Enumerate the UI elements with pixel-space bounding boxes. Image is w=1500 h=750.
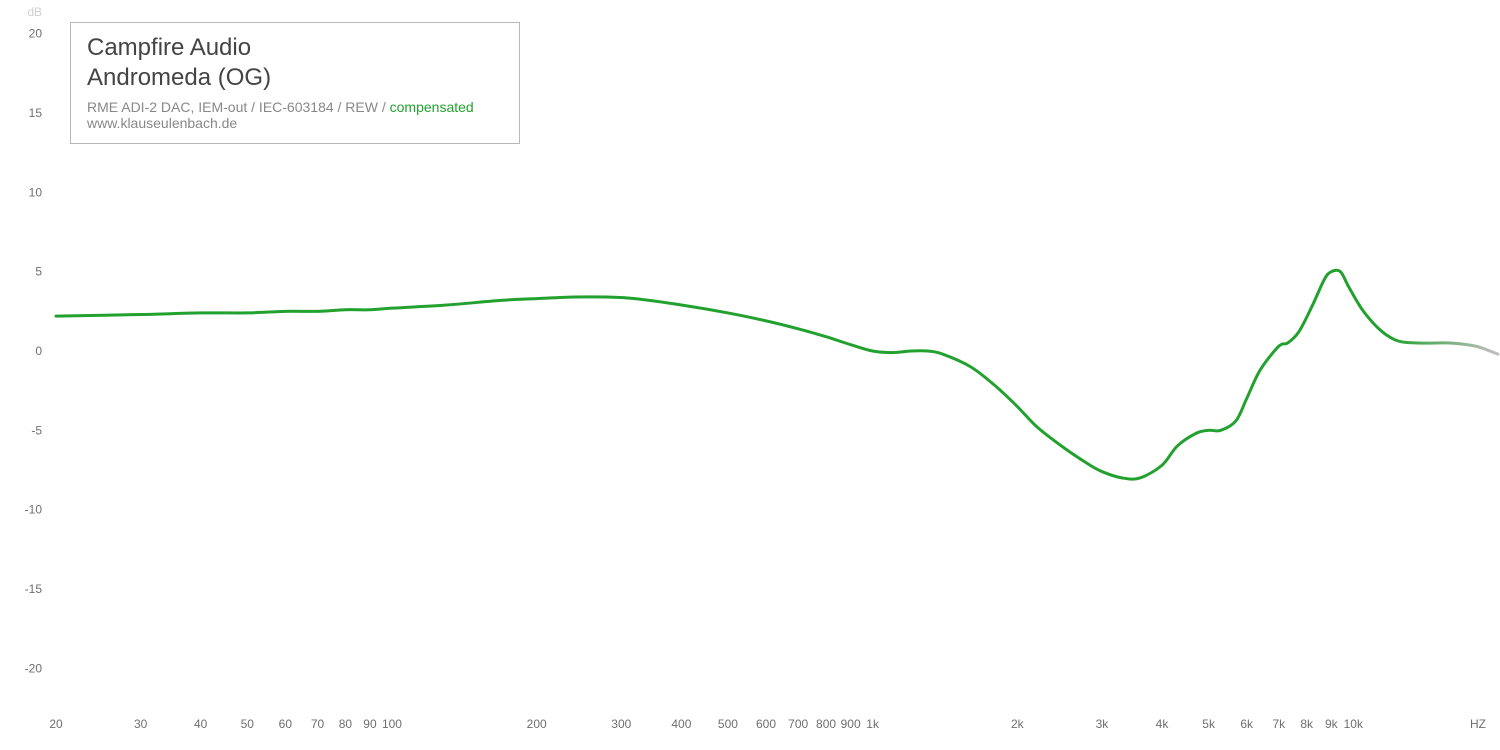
x-tick-label: 60 — [279, 717, 293, 731]
title-line1: Campfire Audio — [87, 34, 251, 61]
title-line2: Andromeda (OG) — [87, 64, 271, 91]
x-tick-label: 70 — [311, 717, 325, 731]
x-tick-label: 400 — [671, 717, 691, 731]
x-tick-label: 600 — [756, 717, 776, 731]
chart-source-url: www.klauseulenbach.de — [87, 115, 503, 131]
x-tick-label: 3k — [1096, 717, 1110, 731]
x-tick-label: 500 — [718, 717, 738, 731]
x-tick-label: 80 — [339, 717, 353, 731]
chart-subtitle: RME ADI-2 DAC, IEM-out / IEC-603184 / RE… — [87, 99, 503, 115]
y-tick-label: -15 — [25, 582, 43, 596]
x-tick-label: 8k — [1300, 717, 1314, 731]
y-tick-label: 20 — [29, 27, 43, 41]
subtitle-compensated: compensated — [390, 99, 474, 115]
x-tick-label: 90 — [363, 717, 377, 731]
x-tick-label: 7k — [1273, 717, 1287, 731]
x-tick-label: 200 — [527, 717, 547, 731]
x-tick-label: 9k — [1325, 717, 1339, 731]
x-tick-label: 300 — [611, 717, 631, 731]
y-tick-label: -20 — [25, 661, 43, 675]
y-tick-label: 5 — [35, 265, 42, 279]
x-tick-label: 40 — [194, 717, 208, 731]
x-tick-label: 20 — [49, 717, 63, 731]
x-tick-label: 1k — [866, 717, 880, 731]
x-tick-label: 2k — [1011, 717, 1025, 731]
x-tick-label: 50 — [241, 717, 255, 731]
x-tick-label: 100 — [382, 717, 402, 731]
x-tick-label: 4k — [1156, 717, 1170, 731]
y-tick-label: 15 — [29, 106, 43, 120]
subtitle-prefix: RME ADI-2 DAC, IEM-out / IEC-603184 / RE… — [87, 99, 390, 115]
x-tick-label: 10k — [1344, 717, 1364, 731]
y-tick-label: -10 — [25, 503, 43, 517]
x-unit-label: HZ — [1470, 717, 1486, 731]
y-tick-label: 0 — [35, 344, 42, 358]
x-tick-label: 30 — [134, 717, 148, 731]
x-tick-label: 700 — [788, 717, 808, 731]
y-unit-label: dB — [27, 5, 42, 19]
chart-title-box: Campfire Audio Andromeda (OG) RME ADI-2 … — [70, 22, 520, 144]
frequency-response-chart: -20 -15 -10 -5 0 5 10 15 20 dB 20 30 40 50 60 70 80 90 100… — [0, 0, 1500, 750]
y-tick-label: -5 — [31, 423, 42, 437]
x-tick-label: 800 — [816, 717, 836, 731]
x-tick-label: 5k — [1202, 717, 1216, 731]
y-tick-label: 10 — [29, 185, 43, 199]
chart-title: Campfire Audio Andromeda (OG) — [87, 33, 503, 93]
x-tick-label: 6k — [1240, 717, 1254, 731]
x-tick-label: 900 — [841, 717, 861, 731]
